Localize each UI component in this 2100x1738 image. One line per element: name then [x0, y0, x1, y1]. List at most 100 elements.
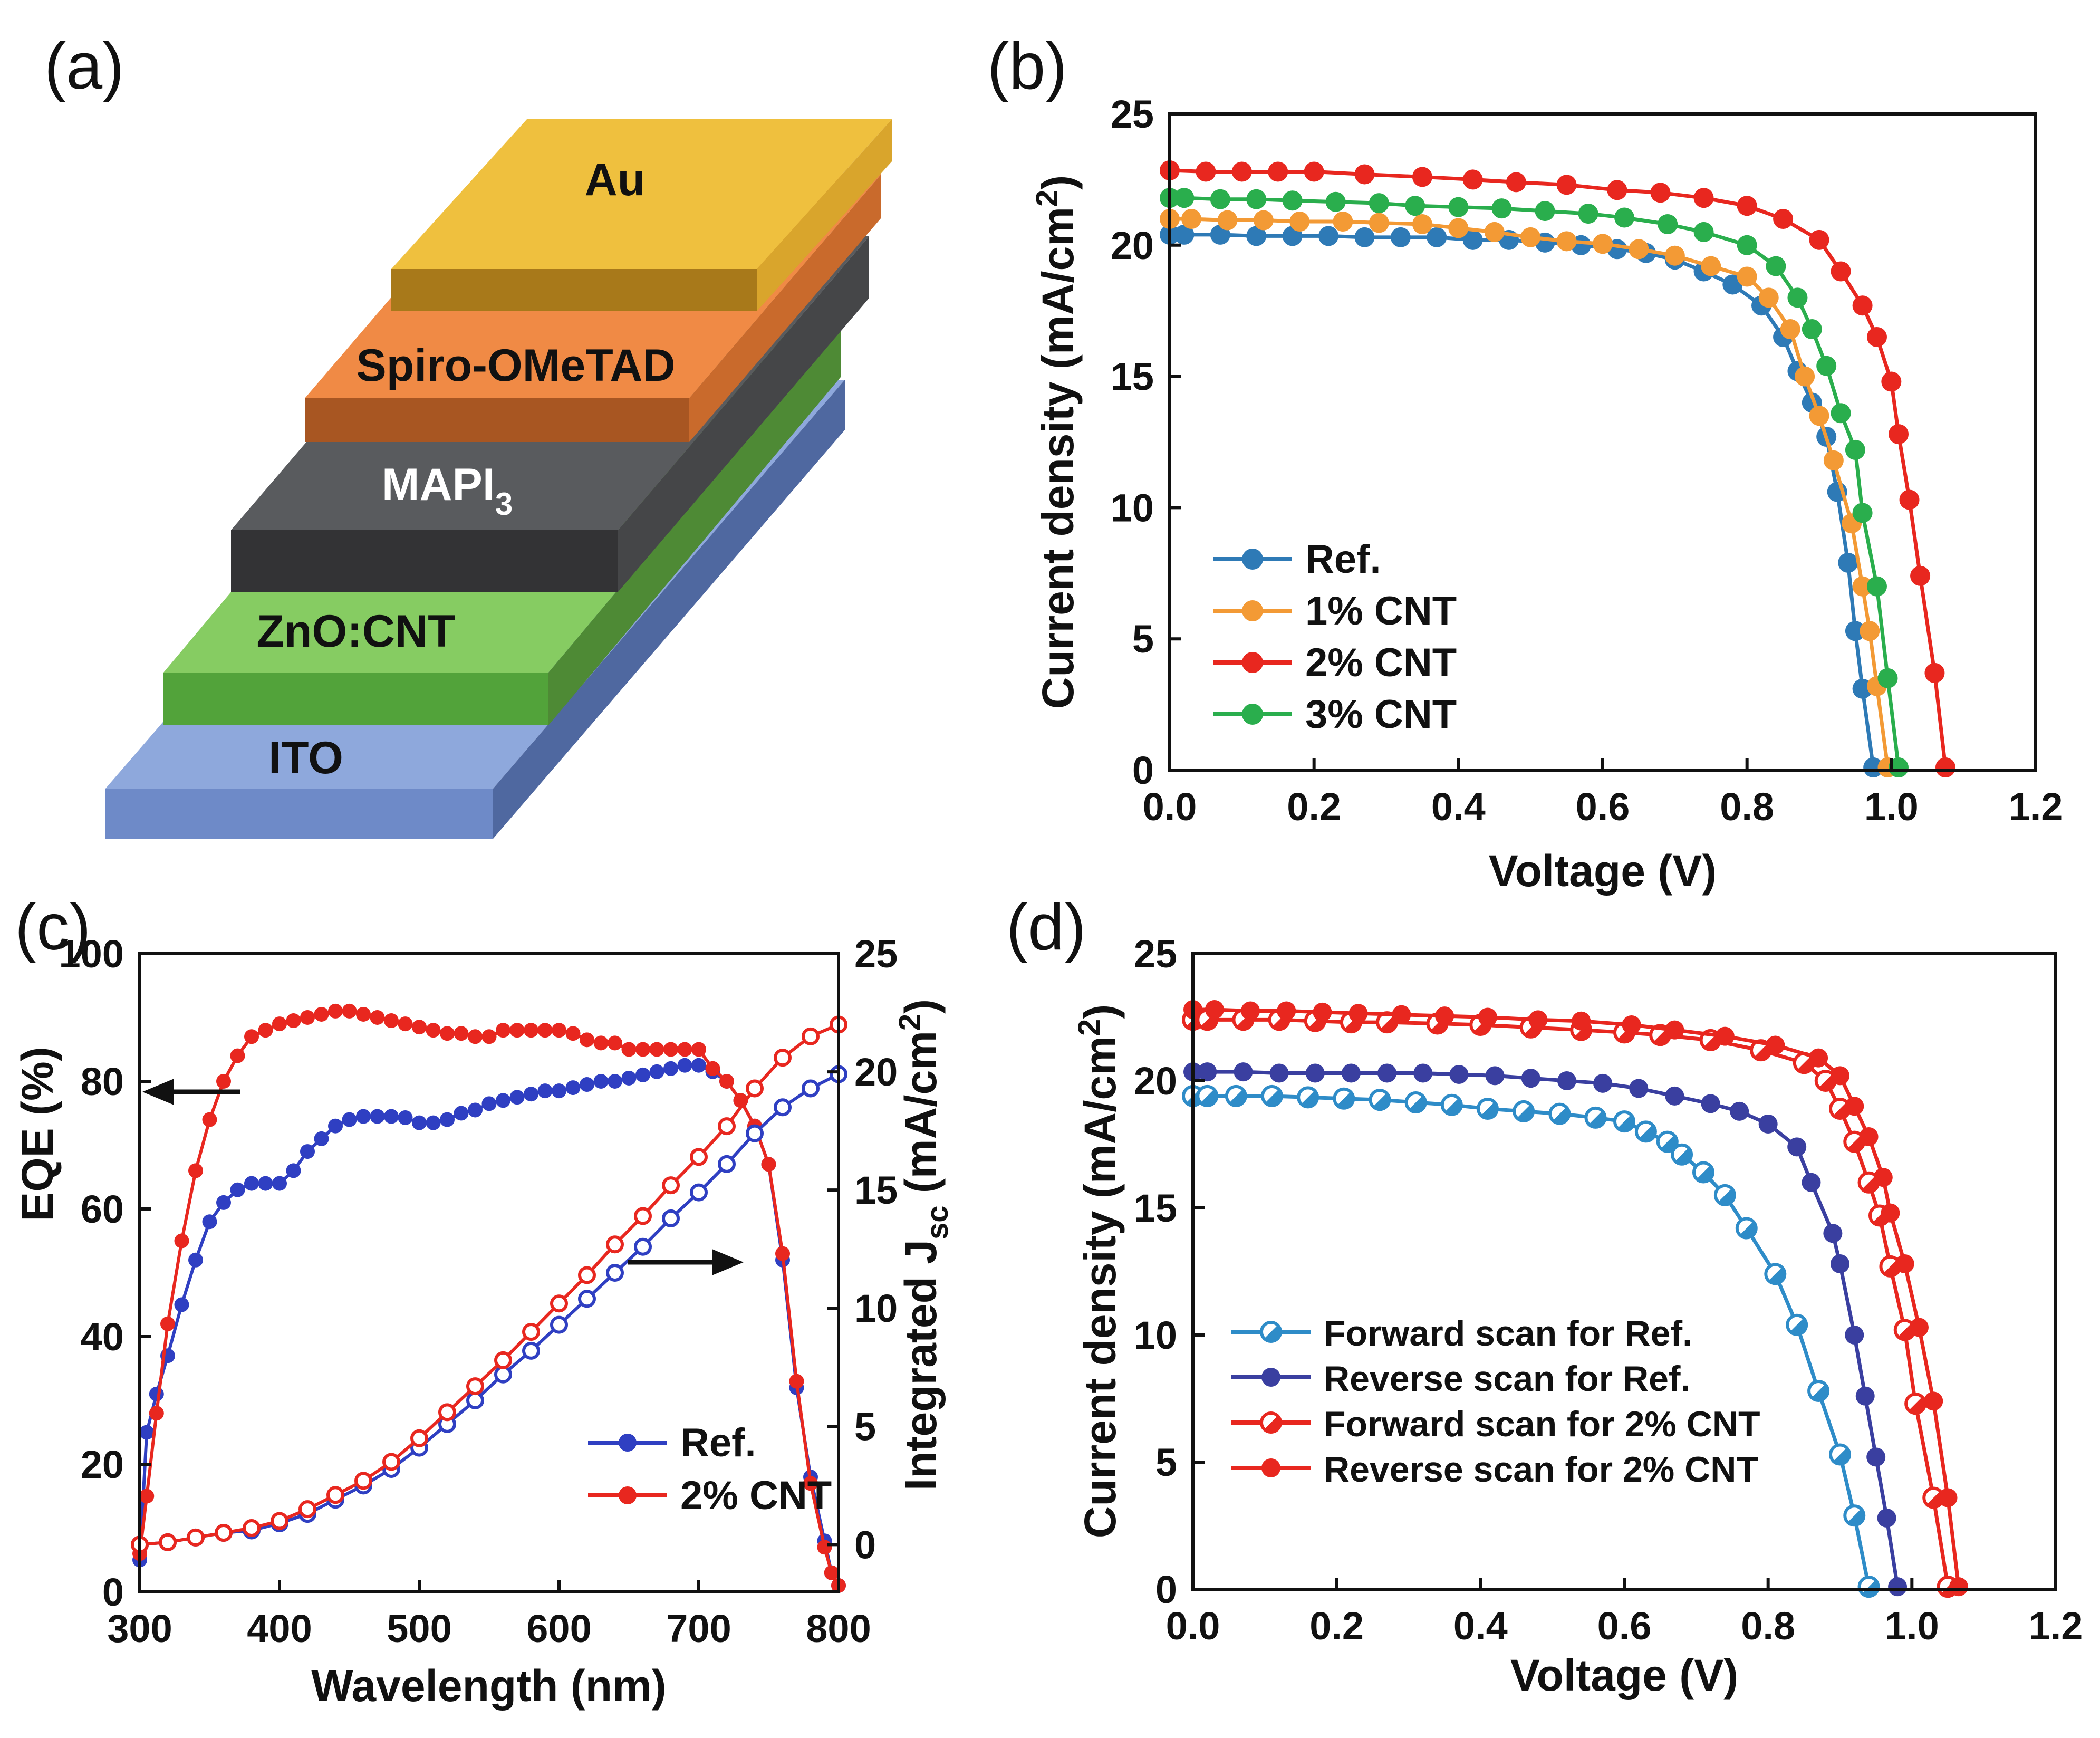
b-series-line: [1170, 217, 1890, 768]
b-data-point: [1556, 231, 1577, 252]
d-data-point: [1831, 1066, 1849, 1086]
b-data-point: [1607, 180, 1627, 200]
c-data-point: [188, 1252, 203, 1268]
chart-d-series-layer: [1182, 1000, 1968, 1598]
b-data-point: [1614, 207, 1635, 228]
b-data-point: [1390, 227, 1411, 247]
b-data-point: [1809, 229, 1829, 250]
c-data-point: [509, 1090, 525, 1105]
c-data-point: [824, 1565, 839, 1580]
c-data-point: [258, 1023, 273, 1038]
c-data-point: [298, 1500, 316, 1519]
c-data-point: [552, 1023, 566, 1038]
c-data-point: [606, 1235, 624, 1254]
b-data-point: [1535, 201, 1555, 222]
d-data-point: [1413, 1063, 1433, 1083]
b-legend-label: 2% CNT: [1305, 640, 1457, 685]
c-y2tick-label: 15: [854, 1168, 898, 1212]
d-xtick-label: 1.0: [1885, 1604, 1939, 1648]
b-legend-label: 1% CNT: [1305, 589, 1457, 633]
c-data-point: [342, 1003, 357, 1019]
c-data-point: [817, 1540, 832, 1555]
b-data-point: [1795, 366, 1815, 387]
c-data-point: [412, 1020, 427, 1035]
c-data-point: [522, 1341, 540, 1360]
c-legend-marker: [619, 1434, 637, 1452]
d-data-point: [1269, 1063, 1289, 1083]
d-data-point: [1341, 1063, 1361, 1083]
b-data-point: [1253, 210, 1274, 231]
d-xtick-label: 1.2: [2029, 1604, 2083, 1648]
d-legend-label: Reverse scan for 2% CNT: [1324, 1449, 1758, 1490]
d-data-point: [1807, 1380, 1830, 1403]
arrow-right-axis-indicator: [628, 1249, 744, 1275]
d-ytick-label: 15: [1134, 1186, 1177, 1230]
d-data-point: [1845, 1326, 1864, 1345]
layer-spiro-label: Spiro-OMeTAD: [356, 340, 675, 391]
b-data-point: [1831, 261, 1851, 282]
d-data-point: [1938, 1488, 1958, 1507]
c-data-point: [244, 1176, 259, 1191]
c-data-point: [663, 1061, 678, 1076]
d-legend-marker: [1261, 1368, 1280, 1387]
c-data-point: [258, 1176, 273, 1191]
d-data-point: [1572, 1011, 1591, 1031]
c-data-point: [524, 1023, 538, 1038]
d-legend-marker: [1260, 1321, 1282, 1343]
device-stack-diagram: ITO ZnO:CNT MAPI3 Spiro-OMeTAD A: [105, 119, 892, 839]
layer-mapi-side-face: [618, 236, 869, 592]
c-data-point: [159, 1533, 177, 1551]
d-data-point: [1859, 1127, 1879, 1147]
chart-b-xlabel: Voltage (V): [1489, 846, 1717, 896]
c-data-point: [774, 1098, 792, 1117]
b-data-point: [1210, 189, 1230, 209]
d-data-point: [1758, 1114, 1778, 1134]
b-data-point: [1289, 212, 1310, 232]
d-data-point: [1877, 1509, 1896, 1528]
b-data-point: [1693, 188, 1714, 208]
c-legend-marker: [619, 1486, 637, 1504]
d-data-point: [1277, 1001, 1296, 1021]
c-xtick-label: 400: [247, 1607, 312, 1650]
c-data-point: [272, 1176, 287, 1191]
c-data-point: [271, 1512, 288, 1530]
b-data-point: [1405, 196, 1425, 216]
d-data-point: [1478, 1007, 1497, 1027]
d-data-point: [1823, 1224, 1843, 1243]
c-data-point: [410, 1429, 428, 1447]
d-data-point: [1435, 1006, 1454, 1026]
d-xtick-label: 0.6: [1597, 1604, 1652, 1648]
d-data-point: [1735, 1217, 1758, 1240]
c-data-point: [608, 1035, 622, 1051]
b-data-point: [1196, 161, 1216, 182]
c-data-point: [775, 1246, 790, 1261]
d-legend-label: Reverse scan for Ref.: [1324, 1359, 1690, 1399]
d-data-point: [1831, 1254, 1849, 1274]
d-data-point: [1196, 1084, 1219, 1107]
chart-b-jv-curves: 0.0 0.2 0.4 0.6 0.8 1.0 1.2 0 5 10 15 20 25 Voltage …: [1030, 92, 2063, 896]
c-data-point: [635, 1067, 650, 1082]
c-series-3: [131, 1015, 847, 1554]
b-ytick-label: 20: [1111, 224, 1154, 267]
chart-c-y2label: Integrated Jsc (mA/cm2): [893, 999, 955, 1491]
c-data-point: [578, 1266, 596, 1284]
c-data-point: [272, 1016, 287, 1032]
c-data-point: [746, 1124, 764, 1142]
c-data-point: [326, 1486, 344, 1504]
c-data-point: [149, 1406, 164, 1421]
c-data-point: [803, 1476, 818, 1491]
d-legend-marker: [1261, 1458, 1280, 1477]
c-data-point: [454, 1026, 469, 1041]
c-data-point: [718, 1117, 736, 1136]
chart-d-hysteresis: 0.0 0.2 0.4 0.6 0.8 1.0 1.2 0 5 10 15 20 25 Voltage …: [1072, 932, 2083, 1700]
d-ytick-label: 25: [1134, 932, 1177, 976]
c-data-point: [466, 1391, 484, 1409]
b-legend-marker: [1242, 704, 1263, 725]
chart-c-ylabel: EQE (%): [13, 1046, 62, 1221]
c-data-point: [634, 1237, 652, 1256]
d-data-point: [1528, 1010, 1548, 1030]
b-data-point: [1860, 621, 1880, 641]
d-data-point: [1260, 1084, 1283, 1107]
d-data-point: [1922, 1486, 1945, 1509]
chart-c-plot-frame: [138, 952, 840, 1593]
